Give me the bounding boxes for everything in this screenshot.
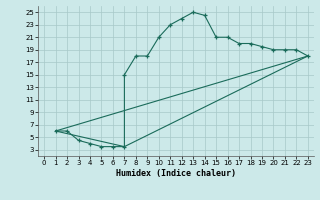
X-axis label: Humidex (Indice chaleur): Humidex (Indice chaleur): [116, 169, 236, 178]
